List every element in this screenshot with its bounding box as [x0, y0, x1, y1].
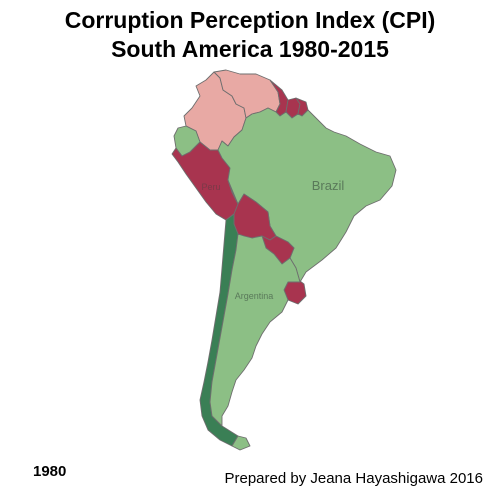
map-label-peru: Peru — [201, 182, 220, 192]
title-line-2: South America 1980-2015 — [111, 36, 389, 62]
country-argentina — [209, 233, 301, 427]
map-title: Corruption Perception Index (CPI) South … — [0, 6, 500, 64]
title-line-1: Corruption Perception Index (CPI) — [64, 7, 436, 33]
credit-text: Prepared by Jeana Hayashigawa 2016 — [224, 470, 483, 487]
map-label-brazil: Brazil — [312, 178, 345, 193]
map-label-argentina: Argentina — [235, 291, 274, 301]
year-label: 1980 — [33, 463, 67, 480]
country-argentina-tdf — [231, 435, 251, 451]
